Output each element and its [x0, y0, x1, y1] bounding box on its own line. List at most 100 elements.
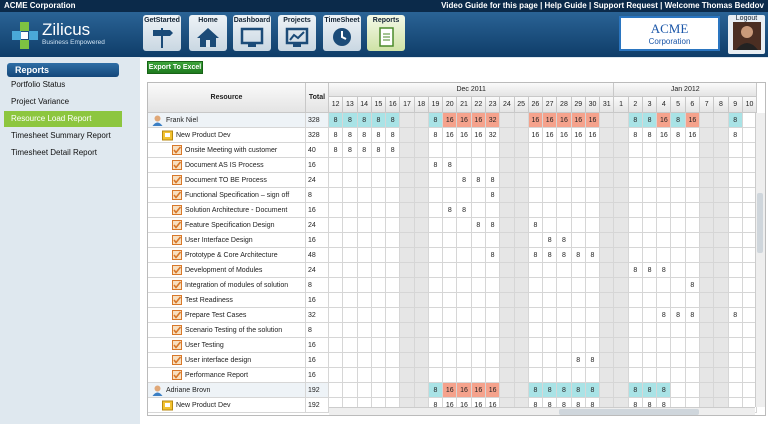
day-cell: [585, 218, 601, 233]
day-cell: [685, 353, 701, 368]
day-cell: [671, 353, 686, 368]
menu-item[interactable]: Timesheet Detail Report: [11, 148, 97, 157]
day-cell: [414, 368, 429, 383]
header: Zilicus Business Empowered GetStarted Ho…: [0, 12, 768, 57]
day-cell: [343, 218, 358, 233]
day-cell: [642, 233, 658, 248]
day-header: 3: [642, 97, 658, 113]
nav-tab[interactable]: Home: [189, 15, 227, 51]
day-cell: [485, 293, 501, 308]
nav-tab[interactable]: TimeSheet: [323, 15, 361, 51]
scroll-thumb[interactable]: [559, 409, 699, 415]
menu-item[interactable]: Timesheet Summary Report: [11, 131, 111, 140]
day-cell: [714, 278, 729, 293]
day-cell: 8: [571, 248, 586, 263]
menu-item[interactable]: Resource Load Report: [4, 111, 122, 127]
day-cell: 16: [457, 383, 472, 398]
day-cell: [343, 188, 358, 203]
day-cell: [614, 293, 629, 308]
resource-cell: Functional Specification – sign off: [148, 188, 306, 203]
day-cell: 16: [471, 113, 486, 128]
day-cell: [343, 383, 358, 398]
day-cell: 8: [543, 233, 558, 248]
day-cell: [471, 308, 486, 323]
day-cell: [457, 233, 472, 248]
day-cell: [585, 323, 601, 338]
day-cell: [714, 293, 729, 308]
row-name: User interface design: [185, 357, 252, 364]
day-cell: [642, 248, 658, 263]
day-cell: [671, 188, 686, 203]
export-button[interactable]: Export To Excel: [147, 61, 203, 74]
day-cell: [471, 323, 486, 338]
day-cell: 16: [657, 113, 672, 128]
day-cell: 8: [357, 128, 372, 143]
org-box: ACME Corporation: [619, 16, 720, 51]
day-cell: [600, 143, 615, 158]
day-cell: 16: [443, 128, 458, 143]
tab-label: TimeSheet: [324, 17, 360, 24]
day-cell: [543, 263, 558, 278]
scrollbar-h[interactable]: [329, 407, 755, 415]
day-cell: 8: [329, 113, 344, 128]
day-cell: [329, 293, 344, 308]
day-cell: [585, 293, 601, 308]
day-cell: [500, 368, 515, 383]
row-name: Solution Architecture - Document: [185, 207, 288, 214]
day-cell: [514, 263, 529, 278]
day-cell: [728, 158, 743, 173]
day-cell: [371, 203, 387, 218]
day-cell: [700, 293, 715, 308]
day-cell: [714, 368, 729, 383]
day-cell: [571, 368, 586, 383]
day-cell: [714, 383, 729, 398]
day-cell: [728, 293, 743, 308]
day-cell: 16: [557, 113, 572, 128]
day-cell: [543, 143, 558, 158]
row-name: Test Readiness: [185, 297, 233, 304]
day-header: 17: [400, 97, 415, 113]
day-cell: [457, 323, 472, 338]
day-cell: [414, 338, 429, 353]
day-cell: [528, 188, 544, 203]
day-cell: [329, 338, 344, 353]
day-cell: 8: [685, 278, 701, 293]
day-cell: 8: [728, 113, 743, 128]
nav-tab[interactable]: Dashboard: [233, 15, 271, 51]
day-cell: 8: [642, 263, 658, 278]
day-cell: [614, 233, 629, 248]
scroll-thumb[interactable]: [757, 193, 763, 253]
day-cell: [614, 128, 629, 143]
day-cell: [357, 188, 372, 203]
menu-item[interactable]: Portfolio Status: [11, 80, 66, 89]
day-cell: [414, 203, 429, 218]
day-cell: [685, 173, 701, 188]
top-links[interactable]: Video Guide for this page | Help Guide |…: [441, 1, 764, 10]
day-cell: [329, 368, 344, 383]
total-cell: 8: [306, 323, 329, 338]
day-cell: [357, 203, 372, 218]
day-cell: [600, 323, 615, 338]
logout-link[interactable]: Logout: [735, 15, 758, 22]
day-cell: [714, 323, 729, 338]
day-header: 13: [343, 97, 358, 113]
day-header: 6: [685, 97, 701, 113]
day-cell: [414, 113, 429, 128]
nav-tab[interactable]: Projects: [278, 15, 316, 51]
nav-tab[interactable]: GetStarted: [143, 15, 181, 51]
day-cell: 8: [471, 173, 486, 188]
day-cell: [728, 368, 743, 383]
row-name: Integration of modules of solution: [185, 282, 289, 289]
menu-item[interactable]: Project Variance: [11, 97, 70, 106]
day-cell: 8: [357, 143, 372, 158]
tab-icon: [333, 28, 351, 46]
day-cell: [571, 263, 586, 278]
day-cell: [471, 278, 486, 293]
day-cell: [428, 218, 444, 233]
nav-tab[interactable]: Reports: [367, 15, 405, 51]
scrollbar-v[interactable]: [755, 113, 765, 407]
day-cell: [514, 293, 529, 308]
day-cell: [457, 353, 472, 368]
user-box[interactable]: Logout: [728, 15, 765, 54]
resource-cell: Test Readiness: [148, 293, 306, 308]
